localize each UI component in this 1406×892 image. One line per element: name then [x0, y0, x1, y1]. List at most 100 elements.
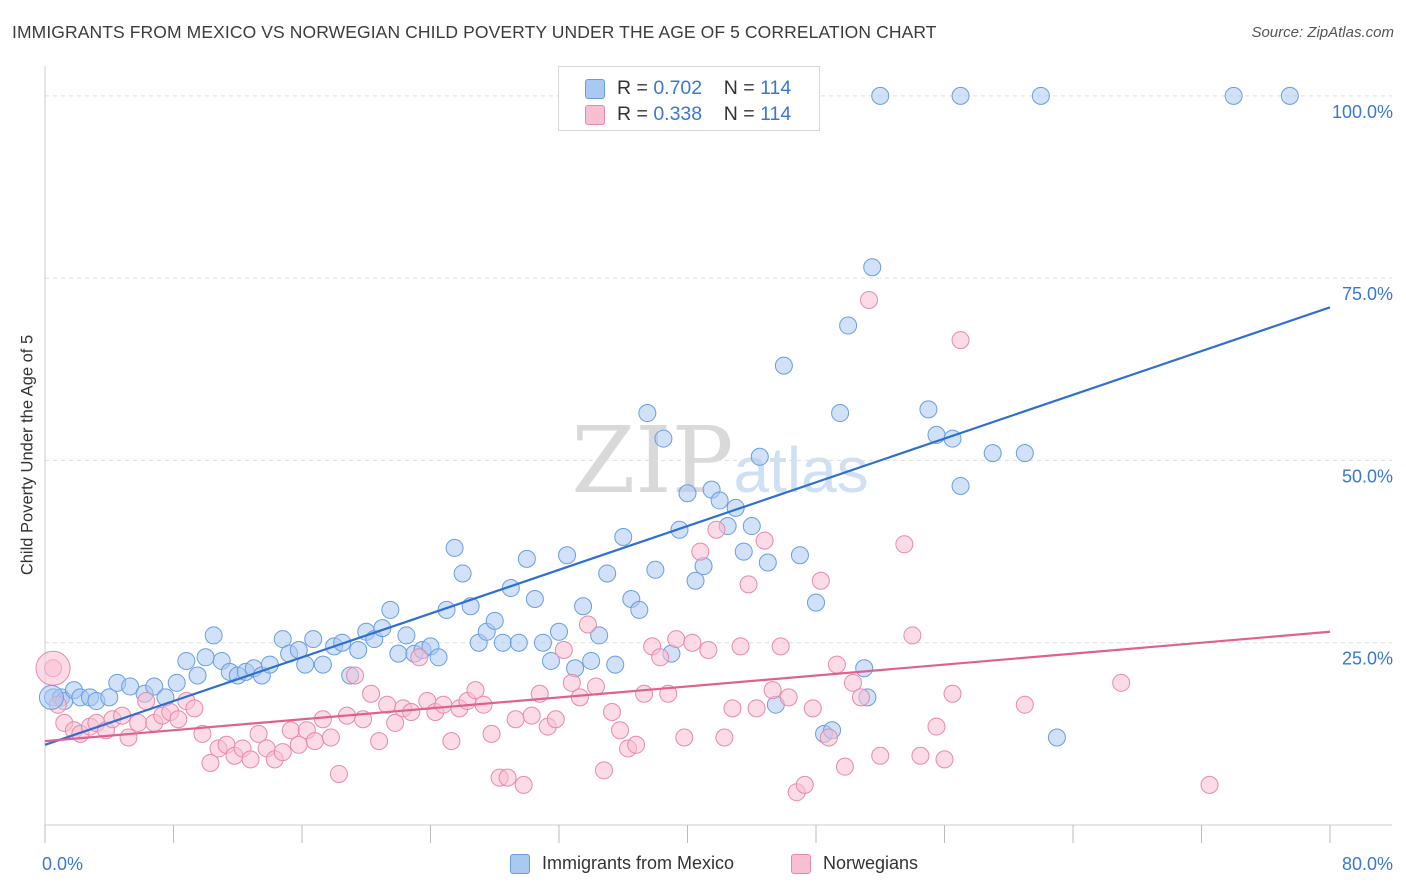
- trend-lines: [44, 306, 1331, 746]
- y-axis-label: Child Poverty Under the Age of 5: [18, 334, 37, 576]
- point-norwegians: [723, 699, 742, 718]
- point-mexico: [1224, 86, 1243, 105]
- point-norwegians: [193, 724, 212, 743]
- x-tick-label-max: 80.0%: [1342, 854, 1393, 874]
- y-tick-label: 50.0%: [1342, 466, 1393, 486]
- point-norwegians: [129, 713, 148, 732]
- legend-swatch-norwegians: [585, 105, 605, 125]
- source-label: Source: ZipAtlas.com: [1251, 24, 1394, 41]
- correlation-legend: R = 0.702 N = 114 R = 0.338 N = 114: [558, 66, 820, 131]
- point-mexico: [750, 447, 769, 466]
- legend-swatch-mexico: [510, 854, 530, 874]
- point-norwegians: [715, 728, 734, 747]
- point-norwegians: [522, 706, 541, 725]
- point-norwegians: [562, 673, 581, 692]
- point-mexico: [638, 404, 657, 423]
- point-norwegians: [827, 655, 846, 674]
- point-mexico: [349, 641, 368, 660]
- point-norwegians: [119, 728, 138, 747]
- point-norwegians: [386, 713, 405, 732]
- point-norwegians: [442, 732, 461, 751]
- point-norwegians: [241, 750, 260, 769]
- point-norwegians: [514, 775, 533, 794]
- point-norwegians: [860, 291, 879, 310]
- point-norwegians: [731, 637, 750, 656]
- r-label: R =: [617, 103, 648, 125]
- point-norwegians: [795, 775, 814, 794]
- point-mexico: [1047, 728, 1066, 747]
- point-mexico: [558, 546, 577, 565]
- point-mexico: [582, 651, 601, 670]
- point-norwegians: [554, 641, 573, 660]
- point-norwegians: [329, 764, 348, 783]
- watermark-atlas: atlas: [733, 434, 868, 506]
- point-mexico: [188, 666, 207, 685]
- n-value: 114: [760, 103, 792, 125]
- point-mexico: [304, 630, 323, 649]
- point-norwegians: [506, 710, 525, 729]
- point-norwegians: [35, 650, 71, 686]
- point-norwegians: [570, 688, 589, 707]
- trend-line-norwegians: [44, 630, 1331, 743]
- point-mexico: [541, 651, 560, 670]
- point-norwegians: [321, 728, 340, 747]
- point-norwegians: [1015, 695, 1034, 714]
- grid-lines: [45, 95, 1392, 644]
- point-norwegians: [635, 684, 654, 703]
- point-norwegians: [943, 684, 962, 703]
- point-norwegians: [803, 699, 822, 718]
- point-mexico: [710, 491, 729, 510]
- legend-label-norwegians: Norwegians: [823, 853, 919, 873]
- x-tick-label-min: 0.0%: [42, 854, 83, 874]
- point-norwegians: [201, 754, 220, 773]
- point-mexico: [758, 553, 777, 572]
- point-norwegians: [763, 681, 782, 700]
- point-mexico: [790, 546, 809, 565]
- point-norwegians: [410, 648, 429, 667]
- point-norwegians: [911, 746, 930, 765]
- point-mexico: [774, 356, 793, 375]
- legend-swatch-mexico: [585, 79, 605, 99]
- n-label: N =: [723, 103, 755, 125]
- point-norwegians: [1200, 775, 1219, 794]
- point-norwegians: [169, 710, 188, 729]
- point-mexico: [145, 677, 164, 696]
- point-norwegians: [627, 735, 646, 754]
- point-norwegians: [434, 695, 453, 714]
- point-mexico: [590, 626, 609, 645]
- point-norwegians: [249, 724, 268, 743]
- point-norwegians: [851, 688, 870, 707]
- point-mexico: [100, 688, 119, 707]
- point-mexico: [121, 677, 140, 696]
- legend-swatch-norwegians: [791, 854, 811, 874]
- point-mexico: [445, 538, 464, 557]
- point-norwegians: [707, 520, 726, 539]
- point-norwegians: [273, 743, 292, 762]
- point-norwegians: [466, 681, 485, 700]
- point-norwegians: [498, 768, 517, 787]
- point-norwegians: [482, 724, 501, 743]
- point-norwegians: [346, 666, 365, 685]
- point-mexico: [485, 611, 504, 630]
- point-mexico: [614, 527, 633, 546]
- point-mexico: [919, 400, 938, 419]
- n-label: N =: [723, 77, 755, 99]
- point-mexico: [630, 600, 649, 619]
- point-norwegians: [578, 615, 597, 634]
- point-mexico: [389, 644, 408, 663]
- point-mexico: [606, 655, 625, 674]
- point-norwegians: [779, 688, 798, 707]
- point-norwegians: [843, 673, 862, 692]
- point-mexico: [453, 564, 472, 583]
- point-mexico: [517, 549, 536, 568]
- point-mexico: [951, 86, 970, 105]
- point-norwegians: [871, 746, 890, 765]
- r-value: 0.338: [653, 103, 703, 125]
- point-norwegians: [667, 630, 686, 649]
- point-norwegians: [683, 633, 702, 652]
- point-mexico: [646, 560, 665, 579]
- point-mexico: [831, 404, 850, 423]
- point-mexico: [742, 517, 761, 536]
- point-mexico: [38, 684, 64, 710]
